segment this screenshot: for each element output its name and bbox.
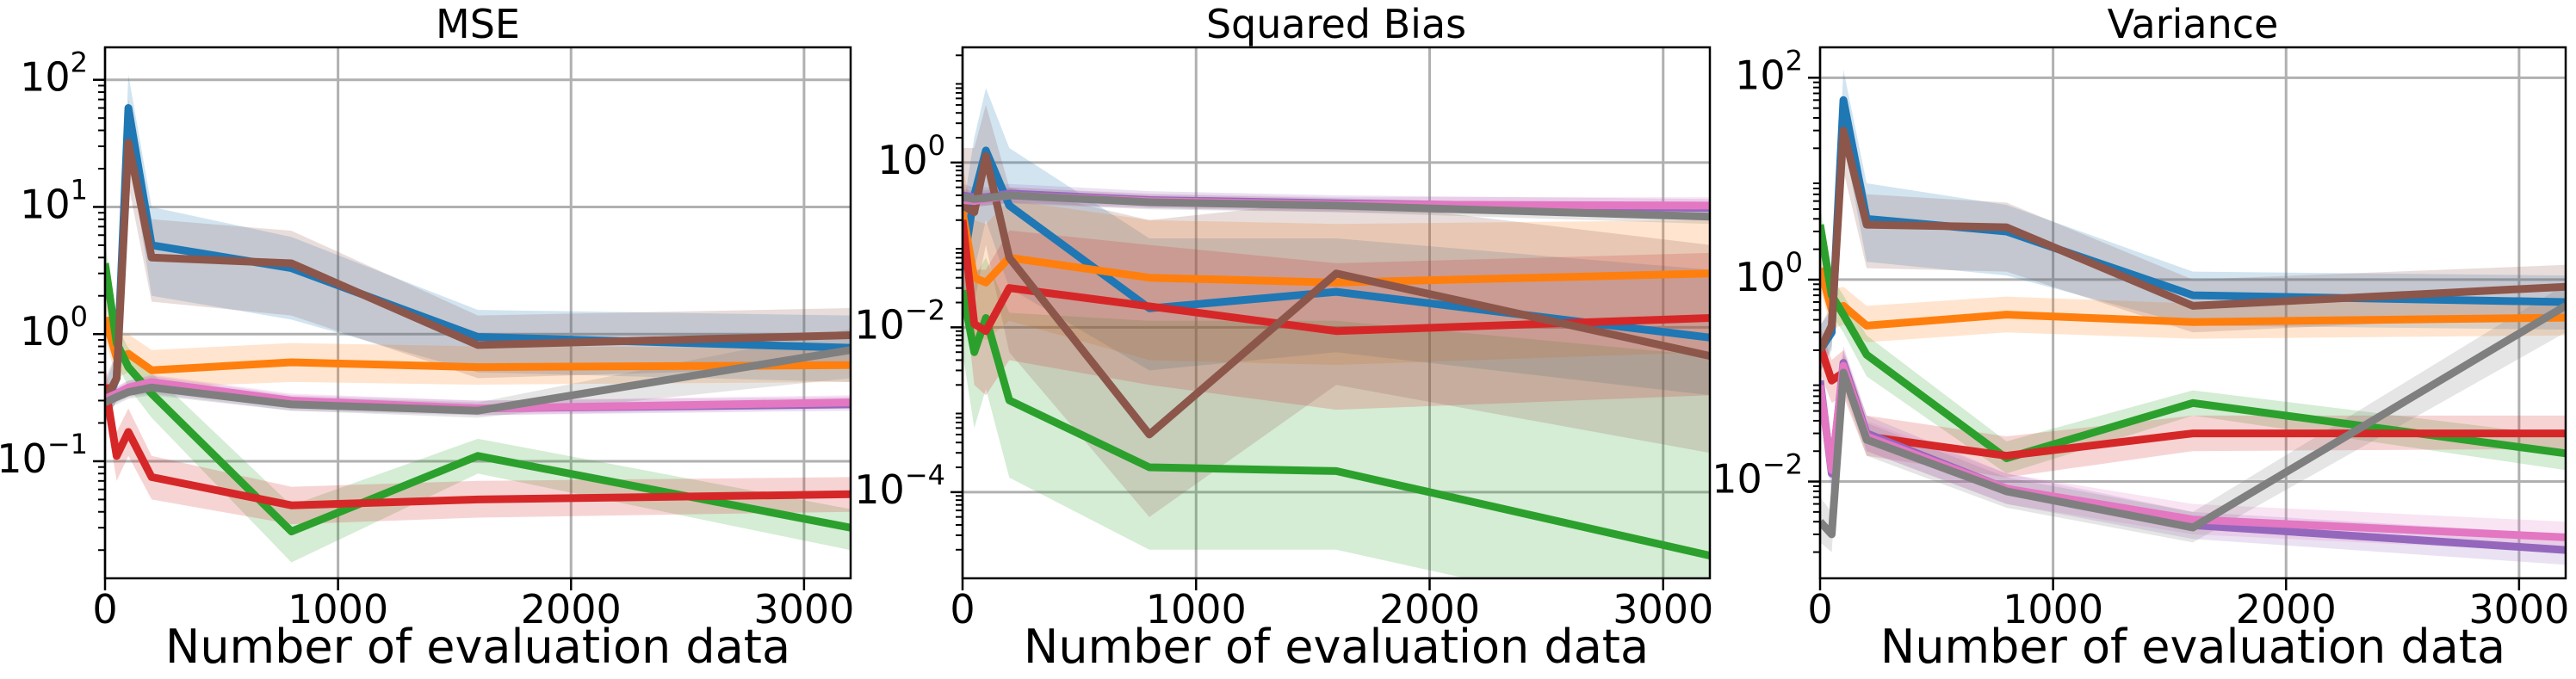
series-line-green: [963, 289, 1710, 559]
x-tick-label: 0: [950, 586, 975, 633]
x-tick-label: 1000: [1146, 586, 1247, 633]
x-tick-label: 1000: [2003, 586, 2103, 633]
confidence-band-red: [1820, 325, 2566, 478]
panel-variance: Variance Number of evaluation data 10−21…: [1712, 1, 2569, 674]
y-tick-label: 102: [20, 46, 88, 101]
x-tick-label: 3000: [753, 586, 854, 633]
y-tick-label: 10−2: [854, 293, 945, 348]
y-tick-label: 100: [877, 129, 945, 183]
y-tick-label: 100: [20, 300, 88, 355]
confidence-band-green: [963, 238, 1710, 578]
axes-frame: [961, 46, 1712, 580]
y-tick-label: 10−1: [0, 428, 88, 482]
series-line-red: [105, 384, 851, 509]
grid: [1818, 47, 2566, 578]
series-line-gray: [105, 346, 851, 415]
confidence-band-green: [105, 239, 851, 563]
series-line-brown: [105, 139, 851, 403]
y-tick-label: 10−2: [1712, 448, 1803, 503]
plot-area: [105, 74, 851, 563]
confidence-band-pink: [1820, 349, 2566, 552]
series-line-brown: [1820, 127, 2566, 352]
x-tick-label: 0: [1807, 586, 1832, 633]
axes-frame: [1818, 46, 2567, 580]
x-tick-label: 1000: [288, 586, 388, 633]
x-axis-label: Number of evaluation data: [1024, 620, 1649, 674]
x-tick-label: 0: [92, 586, 117, 633]
series-line-gray: [1820, 302, 2566, 539]
axes-frame: [103, 46, 852, 580]
panel-mse: MSE Number of evaluation data 10−1 100 101…: [0, 1, 854, 674]
x-tick-label: 2000: [2236, 586, 2337, 633]
panel-squared-bias: Squared Bias Number of evaluation data 1…: [854, 1, 1713, 674]
series-line-brown: [963, 151, 1710, 439]
series-line-red: [963, 219, 1710, 336]
y-tick-label: 102: [1735, 44, 1803, 98]
plot-area: [1820, 70, 2566, 565]
x-tick-label: 2000: [1379, 586, 1480, 633]
confidence-band-brown: [1820, 100, 2566, 373]
y-tick-label: 10−4: [854, 459, 945, 513]
confidence-band-blue: [105, 74, 851, 423]
plot-area: [963, 88, 1710, 578]
panel-title: MSE: [436, 1, 520, 47]
confidence-band-red: [105, 362, 851, 525]
axis-ticks: 10−1 100 101 102 0 1000 2000 3000: [0, 46, 854, 633]
axis-ticks: 10−2 100 102 0 1000 2000 3000: [1712, 44, 2569, 633]
x-tick-label: 3000: [1613, 586, 1713, 633]
x-axis-label: Number of evaluation data: [1880, 620, 2505, 674]
panel-title: Squared Bias: [1206, 1, 1466, 47]
y-tick-label: 101: [20, 173, 88, 226]
panel-title: Variance: [2108, 1, 2279, 47]
x-axis-label: Number of evaluation data: [165, 620, 790, 674]
confidence-band-brown: [963, 104, 1710, 517]
x-tick-label: 3000: [2468, 586, 2569, 633]
confidence-band-gray: [105, 329, 851, 418]
series-line-gray: [963, 191, 1710, 221]
x-tick-label: 2000: [521, 586, 622, 633]
y-tick-label: 100: [1735, 246, 1803, 300]
